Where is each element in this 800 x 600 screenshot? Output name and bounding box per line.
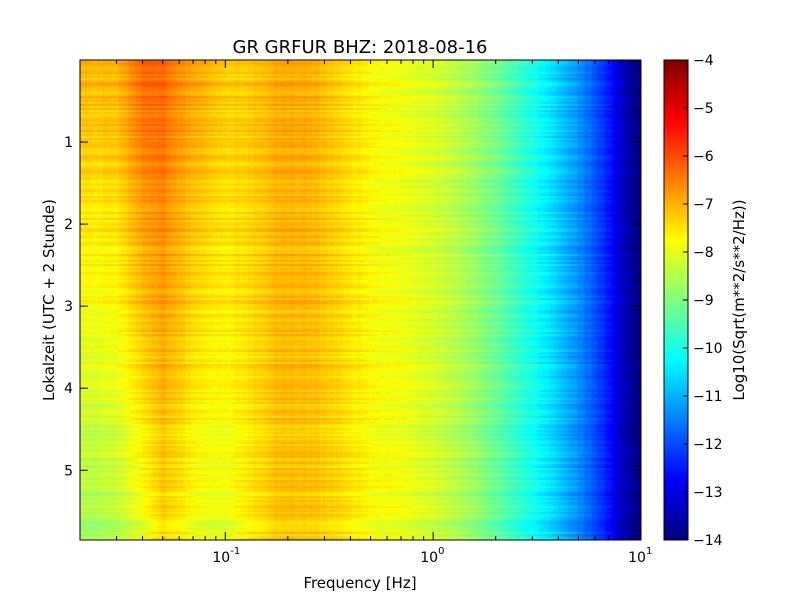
- colorbar-tick-label: −12: [693, 437, 723, 453]
- x-tick-label: 10 -1: [212, 546, 240, 566]
- colorbar-tick-label: −8: [693, 245, 714, 261]
- colorbar-tick-label: −10: [693, 341, 723, 357]
- x-tick-label-base: 10: [212, 550, 230, 566]
- colorbar-tick-label: −6: [693, 149, 714, 165]
- y-axis-label: Lokalzeit (UTC + 2 Stunde): [40, 199, 58, 401]
- colorbar-ticks: −4 −5 −6 −7 −8 −9 −10 −11 −12 −13 −14: [683, 53, 723, 549]
- x-tick-label-base: 10: [628, 550, 646, 566]
- x-tick-label-base: 10: [420, 550, 438, 566]
- colorbar-tick-label: −7: [693, 197, 714, 213]
- y-tick-label: 5: [64, 463, 73, 479]
- y-tick-label: 3: [64, 299, 73, 315]
- x-tick-label-exponent: -1: [230, 546, 240, 557]
- colorbar-tick-label: −4: [693, 53, 714, 69]
- colorbar-label: Log10(Sqrt(m**2/s**2/Hz)): [730, 199, 748, 400]
- colorbar-tick-label: −9: [693, 293, 714, 309]
- colorbar-tick-label: −13: [693, 485, 723, 501]
- colorbar: −4 −5 −6 −7 −8 −9 −10 −11 −12 −13 −14 Log10(Sqrt(m…: [663, 53, 748, 549]
- colorbar-tick-label: −14: [693, 533, 723, 549]
- plot-frame: [79, 59, 642, 541]
- colorbar-tick-label: −11: [693, 389, 723, 405]
- x-axis-label: Frequency [Hz]: [303, 574, 416, 592]
- chart-title: GR GRFUR BHZ: 2018-08-16: [233, 37, 488, 58]
- colorbar-tick-label: −5: [693, 101, 714, 117]
- y-tick-label: 2: [64, 217, 73, 233]
- y-tick-label: 4: [64, 381, 73, 397]
- spectrogram-plot-area: [79, 59, 642, 541]
- x-tick-label-exponent: 0: [438, 546, 444, 557]
- spectrogram-heatmap: [80, 60, 641, 540]
- x-tick-label-exponent: 1: [646, 546, 652, 557]
- x-tick-label: 10 0: [420, 546, 444, 566]
- y-tick-label: 1: [64, 135, 73, 151]
- y-axis-ticks: 1 2 3 4 5: [64, 135, 641, 479]
- x-tick-label: 10 1: [628, 546, 652, 566]
- x-axis-ticks: 10 -1 10 0 10 1: [79, 60, 652, 566]
